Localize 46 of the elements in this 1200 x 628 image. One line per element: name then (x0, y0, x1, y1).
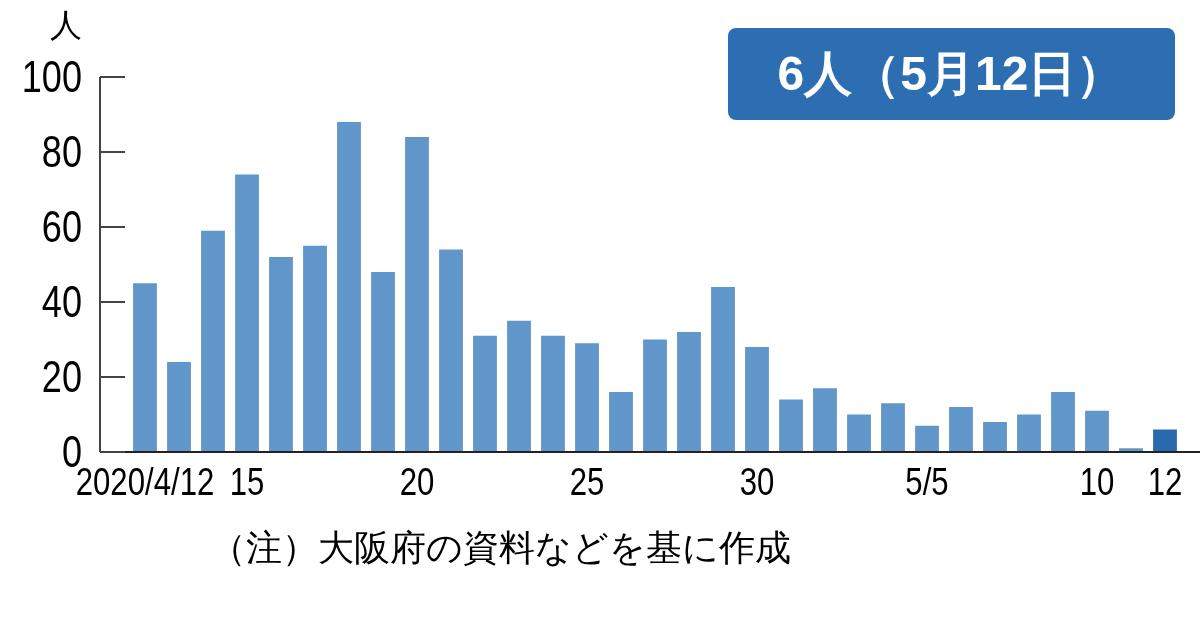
y-tick-label: 40 (41, 277, 82, 327)
bar (983, 422, 1007, 452)
bar (507, 320, 531, 452)
bar (745, 347, 769, 452)
bar (949, 407, 973, 452)
y-tick-label: 100 (21, 52, 82, 102)
bar (1051, 392, 1075, 452)
bar (201, 230, 225, 452)
bar (405, 137, 429, 452)
x-tick-label: 5/5 (905, 461, 949, 503)
text: （注）大阪府の資料などを基に作成 (209, 527, 791, 568)
bar (1017, 414, 1041, 452)
badge: 6人（5月12日） (728, 28, 1175, 120)
bar (881, 403, 905, 452)
bar (473, 335, 497, 452)
y-tick-label: 20 (41, 352, 82, 402)
y-tick-label: 60 (41, 202, 82, 252)
bar (167, 362, 191, 452)
x-tick-label: 25 (569, 461, 605, 503)
x-tick-label: 30 (739, 461, 775, 503)
bar (677, 332, 701, 452)
bar (711, 287, 735, 452)
bar (541, 335, 565, 452)
bar (133, 283, 157, 452)
x-tick-label: 12 (1147, 461, 1183, 503)
bar (1153, 429, 1177, 452)
bar (813, 388, 837, 452)
x-tick-label: 10 (1079, 461, 1115, 503)
bar (1085, 410, 1109, 452)
bar (371, 272, 395, 452)
y-tick-label: 80 (41, 127, 82, 177)
bar (235, 174, 259, 452)
bar (915, 425, 939, 452)
bar (303, 245, 327, 452)
bar (575, 343, 599, 452)
x-tick-label: 15 (229, 461, 265, 503)
bar (847, 414, 871, 452)
annotation: 6人（5月12日） (777, 47, 1125, 100)
y-axis-title: 人 (50, 7, 82, 43)
bar (269, 257, 293, 452)
bar (643, 339, 667, 452)
bar (609, 392, 633, 452)
bar (439, 249, 463, 452)
bar (337, 122, 361, 452)
bar (779, 399, 803, 452)
x-tick-label: 20 (399, 461, 435, 503)
